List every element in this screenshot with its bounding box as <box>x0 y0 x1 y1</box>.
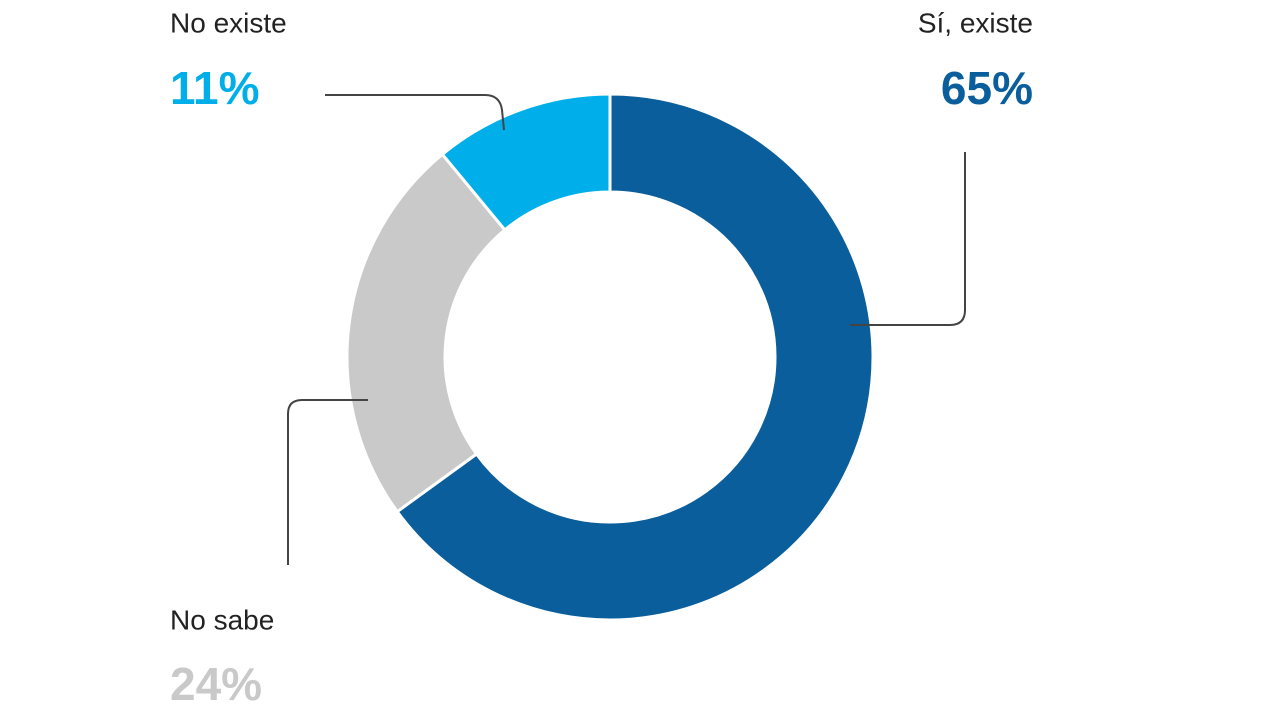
donut-segment <box>395 92 875 622</box>
category-label: No sabe <box>170 604 274 635</box>
leader-line <box>325 94 505 131</box>
leader-line <box>287 399 368 565</box>
category-label: Sí, existe <box>918 7 1033 38</box>
donut-segment <box>345 152 507 514</box>
value-label: 11% <box>170 62 260 114</box>
donut-segment <box>440 92 612 232</box>
value-label: 65% <box>941 62 1033 114</box>
category-label: No existe <box>170 7 287 38</box>
leader-line <box>850 152 966 326</box>
value-label: 24% <box>170 658 262 710</box>
